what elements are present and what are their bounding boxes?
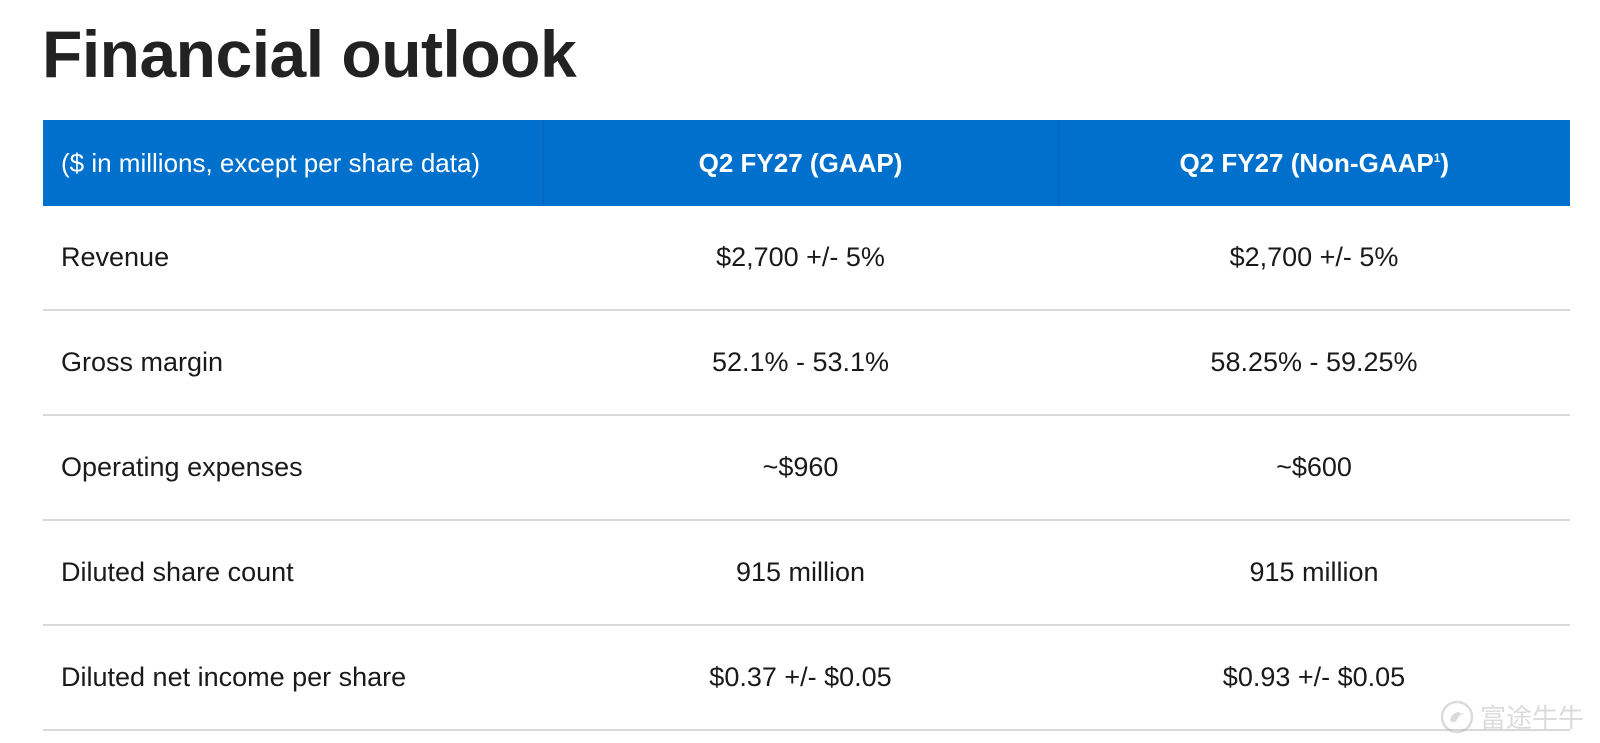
watermark-text: 富途牛牛 <box>1479 704 1584 734</box>
row-metric-operating-expenses: Operating expenses <box>43 415 543 521</box>
table-header: ($ in millions, except per share data) Q… <box>43 120 1570 206</box>
diluted-share-count-gaap-value: 915 million <box>543 520 1058 626</box>
row-metric-diluted-eps: Diluted net income per share <box>43 625 543 731</box>
header-non-gaap-text: Q2 FY27 (Non-GAAP <box>1179 147 1434 178</box>
gross-margin-non-gaap-value: 58.25% - 59.25% <box>1058 310 1570 416</box>
row-metric-diluted-share-count: Diluted share count <box>43 520 543 626</box>
diluted-eps-non-gaap-value: $0.93 +/- $0.05 <box>1058 625 1570 731</box>
table-row: Operating expenses ~$960 ~$600 <box>43 415 1570 521</box>
header-non-gaap-close: ) <box>1440 147 1450 178</box>
futu-logo-icon <box>1440 700 1474 733</box>
table-body: Revenue $2,700 +/- 5% $2,700 +/- 5% Gros… <box>43 206 1570 731</box>
revenue-gaap-value: $2,700 +/- 5% <box>543 206 1058 311</box>
header-non-gaap: Q2 FY27 (Non-GAAP1) <box>1058 120 1570 206</box>
table-row: Revenue $2,700 +/- 5% $2,700 +/- 5% <box>43 206 1570 311</box>
diluted-eps-gaap-value: $0.37 +/- $0.05 <box>543 625 1058 731</box>
header-gaap: Q2 FY27 (GAAP) <box>543 120 1059 206</box>
financial-outlook-table-container: ($ in millions, except per share data) Q… <box>43 120 1570 731</box>
header-row: ($ in millions, except per share data) Q… <box>43 120 1570 206</box>
watermark: 富途牛牛 <box>1440 698 1584 735</box>
revenue-non-gaap-value: $2,700 +/- 5% <box>1058 206 1570 311</box>
financial-outlook-table: ($ in millions, except per share data) Q… <box>43 120 1570 731</box>
row-metric-gross-margin: Gross margin <box>43 310 543 416</box>
table-row: Diluted share count 915 million 915 mill… <box>43 520 1570 626</box>
table-row: Diluted net income per share $0.37 +/- $… <box>43 625 1570 731</box>
header-units-label: ($ in millions, except per share data) <box>43 120 544 206</box>
gross-margin-gaap-value: 52.1% - 53.1% <box>543 310 1058 416</box>
operating-expenses-non-gaap-value: ~$600 <box>1058 415 1570 521</box>
diluted-share-count-non-gaap-value: 915 million <box>1058 520 1570 626</box>
operating-expenses-gaap-value: ~$960 <box>543 415 1058 521</box>
row-metric-revenue: Revenue <box>43 206 543 311</box>
footnote-marker: 1 <box>1433 150 1441 165</box>
table-row: Gross margin 52.1% - 53.1% 58.25% - 59.2… <box>43 310 1570 416</box>
page-title: Financial outlook <box>42 17 577 91</box>
